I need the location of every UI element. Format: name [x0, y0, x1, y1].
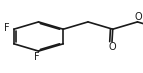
Text: F: F [4, 24, 10, 33]
Text: F: F [34, 52, 40, 62]
Text: O: O [134, 12, 142, 22]
Text: O: O [108, 42, 116, 52]
